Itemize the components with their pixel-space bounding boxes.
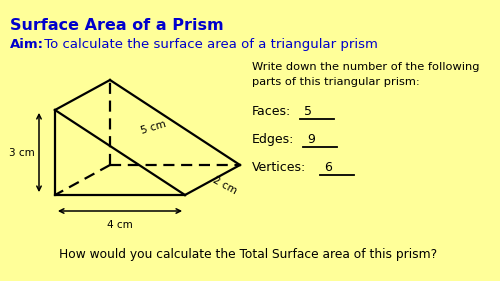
Text: 6: 6 — [324, 161, 332, 174]
Text: Edges:: Edges: — [252, 133, 294, 146]
Text: Write down the number of the following: Write down the number of the following — [252, 62, 480, 72]
Text: Aim:: Aim: — [10, 38, 44, 51]
Text: 5: 5 — [304, 105, 312, 118]
Text: Surface Area of a Prism: Surface Area of a Prism — [10, 18, 224, 33]
Text: parts of this triangular prism:: parts of this triangular prism: — [252, 77, 420, 87]
Text: Vertices:: Vertices: — [252, 161, 306, 174]
Text: 9: 9 — [307, 133, 315, 146]
Text: How would you calculate the Total Surface area of this prism?: How would you calculate the Total Surfac… — [59, 248, 437, 261]
Text: 2 cm: 2 cm — [211, 175, 238, 196]
Text: To calculate the surface area of a triangular prism: To calculate the surface area of a trian… — [40, 38, 378, 51]
Text: 3 cm: 3 cm — [9, 148, 35, 157]
Text: Faces:: Faces: — [252, 105, 291, 118]
Text: 4 cm: 4 cm — [107, 220, 133, 230]
Text: 5 cm: 5 cm — [140, 119, 168, 136]
